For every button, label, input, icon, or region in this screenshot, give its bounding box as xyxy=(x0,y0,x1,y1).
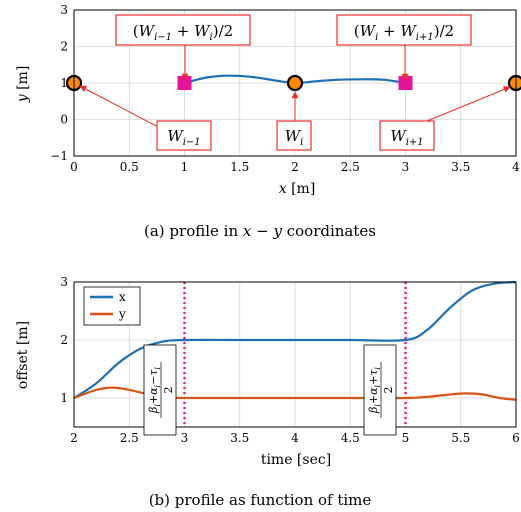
x-tick-label: 0 xyxy=(70,160,78,174)
annot-beta-plus-num: βi+αi+τi xyxy=(367,367,382,414)
annot-beta-plus-den: 2 xyxy=(382,387,395,394)
plot-a-frame xyxy=(73,9,517,157)
annot-mid-right: (Wi + Wi+1)/2 xyxy=(336,14,472,46)
x-tick-label: 3.5 xyxy=(451,160,470,174)
x-tick-label: 6 xyxy=(512,431,520,445)
annot-beta-minus: βi+αi−τi 2 xyxy=(143,344,177,436)
x-tick-label: 1.5 xyxy=(230,160,249,174)
x-tick-label: 4.5 xyxy=(341,431,360,445)
annot-beta-minus-num: βi+αi−τi xyxy=(147,367,162,414)
plot-b-legend: x y xyxy=(83,286,141,326)
x-tick-label: 5.5 xyxy=(451,431,470,445)
x-tick-label: 4 xyxy=(512,160,520,174)
plot-b-caption: (b) profile as function of time xyxy=(149,491,372,509)
series-line-y xyxy=(73,386,517,401)
x-tick-label: 0.5 xyxy=(120,160,139,174)
y-tick-label: 1 xyxy=(60,76,68,90)
plot-a-caption: (a) profile in x − y coordinates xyxy=(144,222,376,240)
annot-beta-plus: βi+αi+τi 2 xyxy=(363,344,397,436)
annot-beta-minus-den: 2 xyxy=(162,387,175,394)
legend-x-label: x xyxy=(119,290,126,304)
annot-w-prev-text: Wi−1 xyxy=(167,127,200,148)
annot-w-next-text: Wi+1 xyxy=(390,127,423,148)
waypoint-marker xyxy=(507,74,521,92)
annot-w-i: Wi xyxy=(276,120,312,151)
y-tick-label: 3 xyxy=(60,275,68,289)
x-tick-label: 2.5 xyxy=(341,160,360,174)
x-tick-label: 3 xyxy=(181,431,189,445)
y-tick-label: 1 xyxy=(60,391,68,405)
series-line-x xyxy=(73,280,517,399)
x-tick-label: 3 xyxy=(402,160,410,174)
plot-a-xlabel: x [m] xyxy=(279,181,316,197)
annot-w-next: Wi+1 xyxy=(379,120,435,151)
x-tick-label: 2.5 xyxy=(120,431,139,445)
y-tick-label: 0 xyxy=(60,113,68,127)
annot-mid-left: (Wi−1 + Wi)/2 xyxy=(115,14,251,46)
arrow-w-prev xyxy=(79,85,161,129)
plot-b: 2 2.5 3 3.5 4 4.5 5 5.5 6 1 2 3 x y βi+αi−τi 2 βi+α… xyxy=(15,275,520,509)
y-tick-label: 2 xyxy=(60,333,68,347)
arrow-w-next xyxy=(426,86,511,122)
y-tick-label: 3 xyxy=(60,3,68,17)
waypoint-marker xyxy=(286,74,304,92)
plot-a-ylabel: y [m] xyxy=(15,66,31,104)
x-tick-label: 1 xyxy=(181,160,189,174)
plot-b-vlines xyxy=(183,282,407,427)
x-tick-label: 5 xyxy=(402,431,410,445)
plot-b-ylabel: offset [m] xyxy=(15,321,31,389)
annot-mid-right-text: (Wi + Wi+1)/2 xyxy=(354,22,454,43)
plot-b-frame xyxy=(73,281,517,428)
x-tick-label: 2 xyxy=(291,160,299,174)
plot-b-xlabel: time [sec] xyxy=(261,452,331,468)
x-tick-label: 3.5 xyxy=(230,431,249,445)
annot-w-i-text: Wi xyxy=(285,127,304,148)
x-tick-label: 4 xyxy=(291,431,299,445)
x-tick-label: 2 xyxy=(70,431,78,445)
annot-mid-left-text: (Wi−1 + Wi)/2 xyxy=(133,22,233,43)
annot-w-prev: Wi−1 xyxy=(156,120,212,151)
plot-b-series xyxy=(73,280,517,401)
plot-b-ticks: 2 2.5 3 3.5 4 4.5 5 5.5 6 1 2 3 xyxy=(60,275,519,445)
y-tick-label: 2 xyxy=(60,40,68,54)
legend-y-label: y xyxy=(118,307,126,321)
y-tick-label: −1 xyxy=(50,149,68,163)
